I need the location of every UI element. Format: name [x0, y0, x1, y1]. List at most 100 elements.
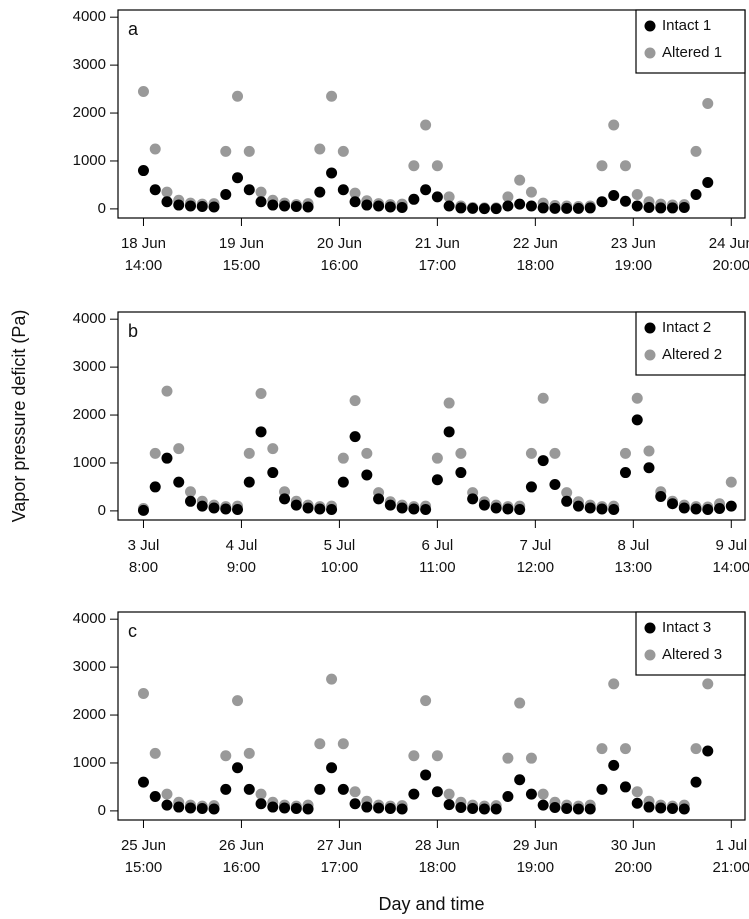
- x-tick-label: 19:00: [615, 257, 653, 274]
- data-point: [584, 803, 596, 815]
- data-point: [514, 198, 526, 210]
- x-tick-label: 29 Jun: [513, 837, 558, 854]
- data-point: [255, 387, 267, 399]
- data-point: [478, 803, 490, 815]
- data-point: [137, 776, 149, 788]
- x-tick-label: 24 Jun: [709, 235, 749, 252]
- data-point: [455, 802, 467, 814]
- y-tick-label: 1000: [73, 754, 106, 771]
- data-point: [631, 414, 643, 426]
- y-tick-label: 2000: [73, 406, 106, 423]
- data-point: [725, 476, 737, 488]
- y-tick-label: 3000: [73, 358, 106, 375]
- data-point: [408, 160, 420, 172]
- data-point: [702, 678, 714, 690]
- data-point: [290, 802, 302, 814]
- data-point: [572, 500, 584, 512]
- data-point: [384, 802, 396, 814]
- x-tick-label: 17:00: [321, 859, 359, 876]
- data-point: [279, 200, 291, 212]
- legend-label: Altered 1: [662, 44, 722, 61]
- data-point: [678, 201, 690, 213]
- data-point: [267, 443, 279, 455]
- data-point: [243, 447, 255, 459]
- data-point: [667, 802, 679, 814]
- data-point: [549, 447, 561, 459]
- data-point: [361, 801, 373, 813]
- y-tick-label: 1000: [73, 454, 106, 471]
- x-axis-title: Day and time: [378, 894, 484, 914]
- x-tick-label: 9:00: [227, 559, 256, 576]
- data-point: [690, 743, 702, 755]
- data-point: [161, 196, 173, 208]
- data-point: [408, 503, 420, 515]
- data-point: [337, 184, 349, 196]
- x-tick-label: 19 Jun: [219, 235, 264, 252]
- x-tick-label: 18:00: [517, 257, 555, 274]
- data-point: [608, 189, 620, 201]
- x-tick-label: 26 Jun: [219, 837, 264, 854]
- y-tick-label: 4000: [73, 310, 106, 327]
- x-tick-label: 4 Jul: [226, 537, 258, 554]
- data-point: [302, 803, 314, 815]
- data-point: [596, 503, 608, 515]
- data-point: [631, 797, 643, 809]
- data-point: [631, 786, 643, 798]
- data-point: [619, 447, 631, 459]
- legend-box: [635, 611, 746, 676]
- x-tick-label: 3 Jul: [128, 537, 160, 554]
- data-point: [267, 467, 279, 479]
- data-point: [255, 788, 267, 800]
- data-point: [690, 145, 702, 157]
- data-point: [149, 481, 161, 493]
- x-tick-label: 17:00: [419, 257, 457, 274]
- x-tick-label: 10:00: [321, 559, 359, 576]
- legend-label: Altered 3: [662, 646, 722, 663]
- data-point: [655, 491, 667, 503]
- data-point: [290, 200, 302, 212]
- x-tick-label: 22 Jun: [513, 235, 558, 252]
- data-point: [184, 486, 196, 498]
- data-point: [396, 201, 408, 213]
- data-point: [514, 503, 526, 515]
- data-point: [220, 750, 232, 762]
- data-point: [184, 495, 196, 507]
- data-point: [326, 673, 338, 685]
- data-point: [514, 174, 526, 186]
- panel-label: c: [128, 621, 137, 641]
- data-point: [420, 503, 432, 515]
- data-point: [467, 202, 479, 214]
- data-point: [408, 750, 420, 762]
- data-point: [173, 443, 185, 455]
- y-tick-label: 0: [98, 802, 106, 819]
- data-point: [443, 788, 455, 800]
- data-point: [690, 189, 702, 201]
- data-point: [173, 476, 185, 488]
- data-point: [525, 200, 537, 212]
- data-point: [443, 191, 455, 203]
- data-point: [137, 504, 149, 516]
- data-point: [349, 196, 361, 208]
- data-point: [137, 687, 149, 699]
- panel-label: b: [128, 321, 138, 341]
- legend-marker: [644, 349, 656, 361]
- data-point: [384, 499, 396, 511]
- data-point: [420, 184, 432, 196]
- data-point: [702, 177, 714, 189]
- data-point: [549, 802, 561, 814]
- data-point: [725, 500, 737, 512]
- data-point: [326, 762, 338, 774]
- data-point: [232, 503, 244, 515]
- x-tick-label: 20 Jun: [317, 235, 362, 252]
- data-point: [690, 776, 702, 788]
- x-tick-label: 28 Jun: [415, 837, 460, 854]
- data-point: [608, 119, 620, 131]
- x-tick-label: 18:00: [419, 859, 457, 876]
- data-point: [349, 431, 361, 443]
- data-point: [161, 186, 173, 198]
- data-point: [478, 203, 490, 215]
- data-point: [420, 769, 432, 781]
- data-point: [208, 803, 220, 815]
- data-point: [149, 143, 161, 155]
- data-point: [149, 747, 161, 759]
